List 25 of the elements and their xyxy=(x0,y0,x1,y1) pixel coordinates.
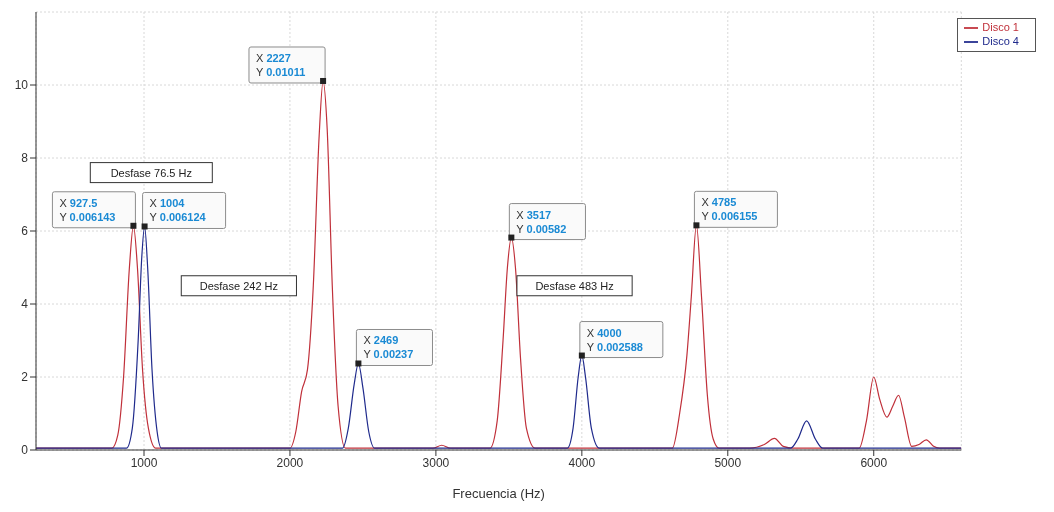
x-tick-label: 3000 xyxy=(422,455,450,470)
annotation: X 2469 Y 0.00237 xyxy=(363,334,414,361)
x-tick-label: 5000 xyxy=(714,455,742,470)
legend-label: Disco 1 xyxy=(982,21,1019,33)
annotation: X 2227 Y 0.01011 xyxy=(255,51,306,78)
y-tick-label: 8 xyxy=(21,151,29,166)
x-tick-label: 4000 xyxy=(568,455,596,470)
y-tick-label: 2 xyxy=(21,370,29,385)
annotation: X 3517 Y 0.00582 xyxy=(516,208,567,235)
x-tick-label: 2000 xyxy=(276,455,304,470)
legend-label: Disco 4 xyxy=(982,35,1019,48)
annotation: Desfase 242 Hz xyxy=(199,279,278,292)
x-axis-title: Frecuencia (Hz) xyxy=(452,486,545,501)
x-tick-label: 6000 xyxy=(860,455,888,470)
annotation: X 4000 Y 0.002588 xyxy=(586,326,643,353)
annotation: Desfase 483 Hz xyxy=(535,279,614,292)
y-tick-label: 0 xyxy=(21,443,29,458)
y-tick-label: 4 xyxy=(21,297,29,312)
annotation: X 4785 Y 0.006155 xyxy=(701,196,758,223)
annotation: Desfase 76.5 Hz xyxy=(110,166,192,179)
annotation: X 1004 Y 0.006124 xyxy=(149,197,207,224)
annotation: X 927.5 Y 0.006143 xyxy=(59,196,116,223)
x-tick-label: 1000 xyxy=(130,455,158,470)
y-tick-label: 10 xyxy=(14,78,29,93)
y-tick-label: 6 xyxy=(21,224,29,239)
